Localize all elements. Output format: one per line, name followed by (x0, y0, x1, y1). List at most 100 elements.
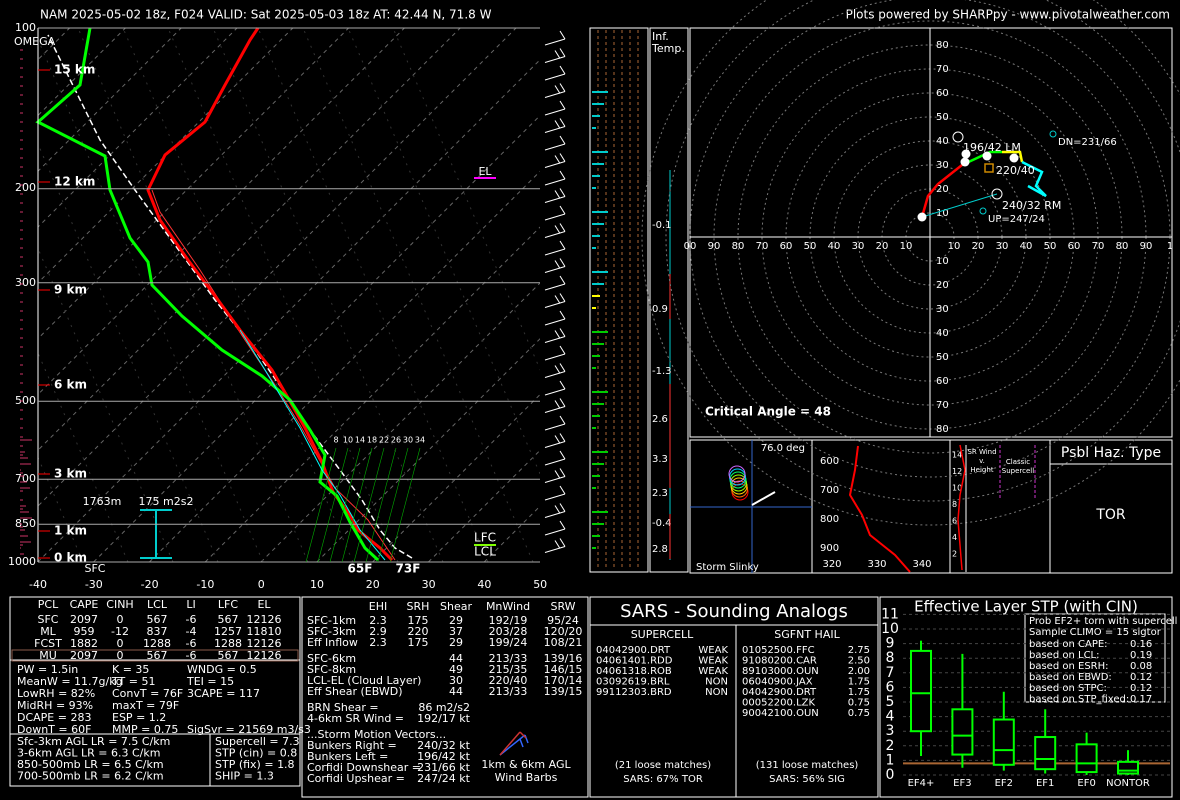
stp-box (910, 649, 932, 733)
sars-class: WEAK (698, 656, 728, 667)
thermo-header: EL (257, 598, 271, 611)
dry-adiabat (347, 28, 540, 476)
stp-box (992, 718, 1015, 766)
sars-analog: 04061401.RDD (596, 656, 673, 667)
barb-flag (554, 120, 561, 129)
barb-flag (559, 170, 566, 180)
sars-size: 1.75 (848, 687, 870, 698)
barb-staff (544, 406, 566, 413)
thermo-cell: 567 (218, 613, 239, 626)
sars-analog: 89103000.OUN (742, 666, 819, 677)
height-label: 15 km (54, 63, 95, 77)
barb-flag (554, 190, 561, 199)
sr-height-label: 10 (952, 484, 962, 493)
height-marker (982, 151, 992, 161)
motion-value: 231/66 kt (417, 761, 471, 774)
kin-cell: 139/15 (544, 685, 583, 698)
sars-analog: 04042900.DRT (596, 645, 671, 656)
height-marker (917, 212, 927, 222)
sr-note: Classic (1006, 458, 1030, 466)
mixing-label: 10 (343, 436, 353, 445)
stp-category: EF3 (953, 778, 971, 789)
stp-box (951, 708, 974, 756)
sars-class: WEAK (698, 645, 728, 656)
kin-cell: 215/35 (489, 663, 528, 676)
barb-staff (544, 353, 566, 361)
hodo-label: 70 (756, 241, 769, 252)
mixing-label: 26 (391, 436, 401, 445)
barb-caption: 1km & 6km AGL (481, 758, 571, 771)
inftemp-label: -0.1 (652, 220, 672, 231)
sars-matches: (21 loose matches) (615, 760, 711, 771)
barb-staff (544, 126, 566, 133)
title: NAM 2025-05-02 18z, F024 VALID: Sat 2025… (40, 8, 492, 22)
kin-cell: 44 (449, 652, 463, 665)
thermo-index: ESP = 1.2 (112, 711, 166, 724)
lm-marker (952, 131, 964, 143)
sr-height-label: 14 (952, 451, 962, 460)
dry-adiabat (122, 28, 354, 562)
thermo-cell: SFC (38, 613, 59, 626)
stp-category: EF0 (1077, 778, 1095, 789)
isotherm (149, 170, 540, 562)
isotherm (204, 226, 540, 562)
pressure-label: 500 (15, 394, 36, 407)
barb-staff (544, 493, 566, 501)
kin-row-label: SFC-6km (307, 652, 356, 665)
barb-flag (554, 295, 561, 304)
hazard-type: TOR (1095, 507, 1126, 523)
kin-cell: 2.9 (369, 625, 387, 638)
barb-staff (544, 91, 566, 98)
barb-staff (544, 336, 566, 343)
barb-flag (559, 538, 566, 547)
sars-matches: (131 loose matches) (756, 760, 859, 771)
dn-marker (1049, 130, 1057, 138)
inflow-depth: 1763m (83, 495, 122, 508)
sars-analog: 04061318.ROB (596, 666, 672, 677)
thermo-cell: 567 (147, 613, 168, 626)
motion-label: Corfidi Upshear = (307, 772, 405, 785)
slinky-title: Storm Slinky (696, 562, 759, 573)
barb-flag (559, 345, 566, 355)
theta-p-label: 800 (820, 514, 839, 525)
sars-analog: 99112303.BRD (596, 687, 672, 698)
barb-flag (559, 65, 566, 75)
barb-staff (544, 528, 566, 536)
stp-tick-label: 8 (886, 650, 895, 666)
isotherm (38, 28, 405, 396)
kinematic-panel (301, 596, 589, 798)
sars-class: NON (705, 687, 728, 698)
isotherm (93, 114, 540, 562)
mixing-line (305, 447, 337, 563)
severe-index: STP (fix) = 1.8 (215, 758, 295, 771)
kin-row-label: SFC-1km (307, 614, 356, 627)
stp-tick-label: 9 (886, 636, 895, 652)
inflow-panel (589, 27, 649, 573)
barb-flag (554, 435, 561, 444)
thermo-cell: 1882 (70, 637, 98, 650)
slinky-vector (751, 491, 776, 506)
hodograph-panel (689, 27, 1173, 438)
thermo-index: ConvT = 76F (112, 687, 183, 700)
thermo-cell: 2097 (70, 613, 98, 626)
motion-value: 196/42 kt (417, 750, 471, 763)
thermo-cell: -4 (186, 625, 197, 638)
height-label: 9 km (54, 283, 87, 297)
sr-height-label: 8 (952, 500, 957, 509)
motion-label: Bunkers Right = (307, 739, 397, 752)
barb-staff (544, 283, 566, 291)
sars-supercell-title: SUPERCELL (631, 628, 694, 641)
height-marker-label: 9 (1012, 154, 1016, 162)
kin-row-label: SFC-8km (307, 663, 356, 676)
barb-flag (559, 135, 566, 145)
thermo-header: CAPE (70, 598, 99, 611)
thermo-cell: -6 (186, 613, 197, 626)
thermo-index: MidRH = 93% (17, 699, 93, 712)
kin-header: MnWind (486, 600, 530, 613)
barb-flag (559, 205, 566, 215)
barb-staff (544, 423, 566, 431)
sr-title: SR Wind (967, 448, 996, 456)
height-label: 0 km (54, 551, 87, 565)
sr-trace (957, 444, 966, 571)
stp-legend-value: 0.19 (1130, 650, 1152, 661)
